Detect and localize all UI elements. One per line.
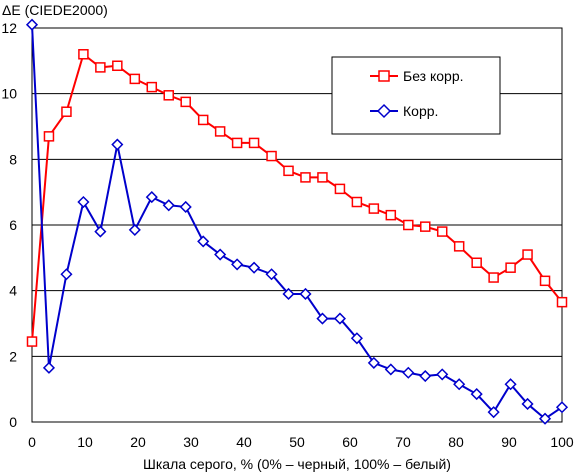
data-point — [384, 363, 397, 376]
data-point — [146, 81, 158, 93]
x-tick-label: 0 — [28, 434, 36, 450]
data-point — [487, 406, 500, 419]
data-point — [522, 249, 533, 260]
y-tick-label: 2 — [9, 348, 17, 364]
data-point — [453, 241, 465, 252]
data-point — [266, 150, 277, 162]
data-point — [197, 235, 210, 248]
data-point — [453, 378, 466, 391]
data-point — [163, 90, 174, 101]
data-point — [214, 248, 227, 261]
y-tick-label: 6 — [9, 217, 17, 233]
data-point — [402, 366, 415, 379]
legend-box — [331, 56, 501, 135]
y-tick-label: 0 — [9, 414, 17, 430]
data-point — [504, 378, 517, 391]
data-point — [403, 219, 414, 231]
data-point — [77, 195, 90, 209]
series-0 — [26, 49, 568, 347]
x-tick-label: 60 — [342, 434, 358, 450]
data-point — [112, 60, 123, 72]
data-point — [180, 96, 191, 108]
data-point — [25, 18, 39, 31]
x-axis-label: Шкала серого, % (0% – черный, 100% – бел… — [143, 456, 451, 472]
x-tick-label: 90 — [501, 434, 517, 450]
legend-label-0: Без корр. — [403, 68, 464, 84]
legend-label-1: Корр. — [403, 103, 438, 119]
data-point — [470, 388, 483, 401]
x-tick-label: 50 — [289, 434, 305, 450]
data-point — [78, 49, 89, 60]
y-tick-label: 4 — [9, 283, 17, 299]
x-tick-label: 100 — [550, 434, 574, 450]
series-1 — [25, 18, 569, 425]
data-point — [231, 137, 243, 149]
data-point — [436, 368, 449, 381]
x-tick-label: 10 — [77, 434, 93, 450]
x-tick-label: 80 — [448, 434, 464, 450]
series-layer — [25, 18, 569, 425]
data-point — [316, 312, 329, 325]
data-point — [60, 268, 73, 281]
y-tick-label: 8 — [9, 151, 17, 167]
data-point — [179, 200, 192, 214]
y-axis-tick-labels: 0 2 4 6 8 10 12 — [1, 20, 17, 430]
data-point — [488, 272, 499, 283]
data-point — [317, 172, 328, 183]
data-point — [350, 332, 363, 345]
data-point — [282, 287, 295, 301]
x-axis-tick-labels: 0 10 20 30 40 50 60 70 80 90 100 — [28, 434, 574, 450]
data-point — [351, 196, 363, 208]
data-point — [556, 296, 568, 308]
data-point — [471, 257, 482, 269]
data-point — [555, 401, 569, 414]
data-point — [129, 73, 141, 85]
data-point — [436, 226, 448, 237]
data-point — [368, 203, 380, 214]
data-point — [539, 275, 551, 287]
legend-marker-0 — [378, 70, 390, 82]
x-tick-label: 40 — [236, 434, 252, 450]
data-point — [214, 126, 226, 137]
data-point — [521, 397, 534, 411]
y-tick-label: 10 — [1, 86, 17, 102]
y-tick-label: 12 — [1, 20, 17, 36]
data-point — [26, 336, 38, 347]
data-point — [197, 114, 209, 126]
legend: Без корр. Корр. — [331, 56, 501, 135]
data-point — [367, 356, 380, 369]
data-point — [128, 223, 141, 236]
data-point — [420, 221, 431, 232]
legend-marker-1 — [376, 103, 392, 119]
data-point — [385, 209, 397, 221]
data-point — [43, 131, 55, 142]
data-point — [299, 287, 312, 301]
data-point — [300, 172, 311, 183]
data-point — [505, 262, 516, 273]
data-point — [61, 106, 72, 117]
x-tick-label: 20 — [130, 434, 146, 450]
data-point — [265, 268, 278, 281]
data-point — [248, 137, 260, 149]
x-tick-label: 70 — [395, 434, 411, 450]
data-point — [248, 261, 261, 274]
data-point — [283, 165, 294, 177]
y-axis-label: ΔE (CIEDE2000) — [2, 2, 108, 18]
data-point — [111, 138, 124, 151]
data-point — [42, 361, 56, 374]
data-point — [94, 225, 107, 238]
data-point — [145, 191, 158, 204]
data-point — [162, 199, 175, 212]
data-point — [419, 369, 432, 383]
data-point — [538, 412, 552, 425]
data-point — [231, 258, 244, 271]
x-tick-label: 30 — [183, 434, 199, 450]
data-point — [334, 183, 346, 195]
data-point — [333, 312, 346, 325]
data-point — [95, 62, 106, 73]
